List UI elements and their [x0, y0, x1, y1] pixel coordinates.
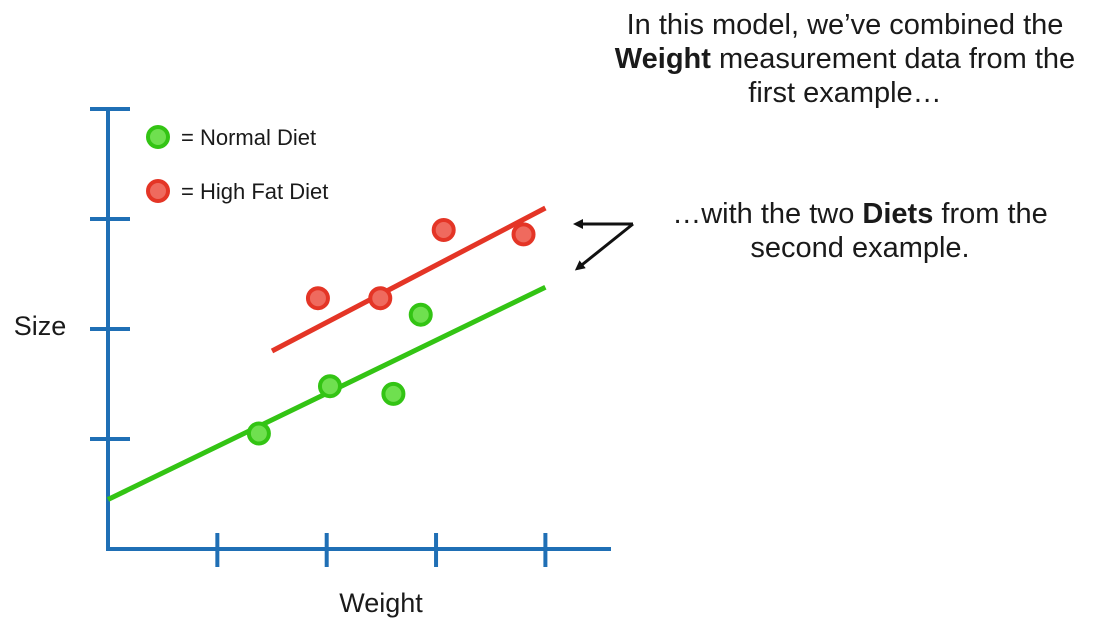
caption-side-bold: Diets — [862, 198, 934, 230]
pointer-arrows — [573, 219, 634, 271]
data-points — [246, 218, 536, 446]
caption-top-bold: Weight — [614, 43, 711, 75]
caption-side-line1: …with the two Diets from the — [640, 197, 1080, 231]
caption-top: In this model, we’ve combined the Weight… — [595, 8, 1095, 110]
normal-diet-point-1 — [246, 421, 271, 446]
legend: = Normal Diet = High Fat Diet — [146, 125, 328, 204]
caption-side: …with the two Diets from the second exam… — [640, 197, 1080, 265]
axes — [90, 107, 611, 567]
normal-diet-point-4 — [408, 302, 433, 327]
high-fat-diet-fit-line — [270, 205, 547, 354]
high-fat-diet-point-1 — [305, 286, 330, 311]
legend-label-2: = High Fat Diet — [181, 179, 328, 204]
caption-side-prefix: …with the two — [672, 198, 863, 230]
caption-top-line2: Weight measurement data from the — [595, 42, 1095, 76]
caption-side-suffix: from the — [933, 198, 1048, 230]
legend-label-1: = Normal Diet — [181, 125, 316, 150]
x-axis-label: Weight — [339, 588, 423, 618]
arrow-lower — [574, 222, 634, 271]
caption-top-line2-rest: measurement data from the — [710, 43, 1076, 75]
high-fat-diet-point-2 — [368, 286, 393, 311]
legend-marker-1 — [146, 125, 170, 149]
legend-marker-2 — [146, 179, 170, 203]
high-fat-diet-point-4 — [511, 222, 536, 247]
caption-side-line2: second example. — [750, 232, 970, 264]
normal-diet-point-3 — [381, 381, 406, 406]
y-axis-label: Size — [14, 311, 67, 341]
normal-diet-point-2 — [317, 374, 342, 399]
caption-top-line1: In this model, we’ve combined the — [626, 9, 1064, 41]
high-fat-diet-point-3 — [431, 218, 456, 242]
fit-lines — [106, 205, 547, 502]
caption-top-line3: first example… — [748, 77, 942, 109]
